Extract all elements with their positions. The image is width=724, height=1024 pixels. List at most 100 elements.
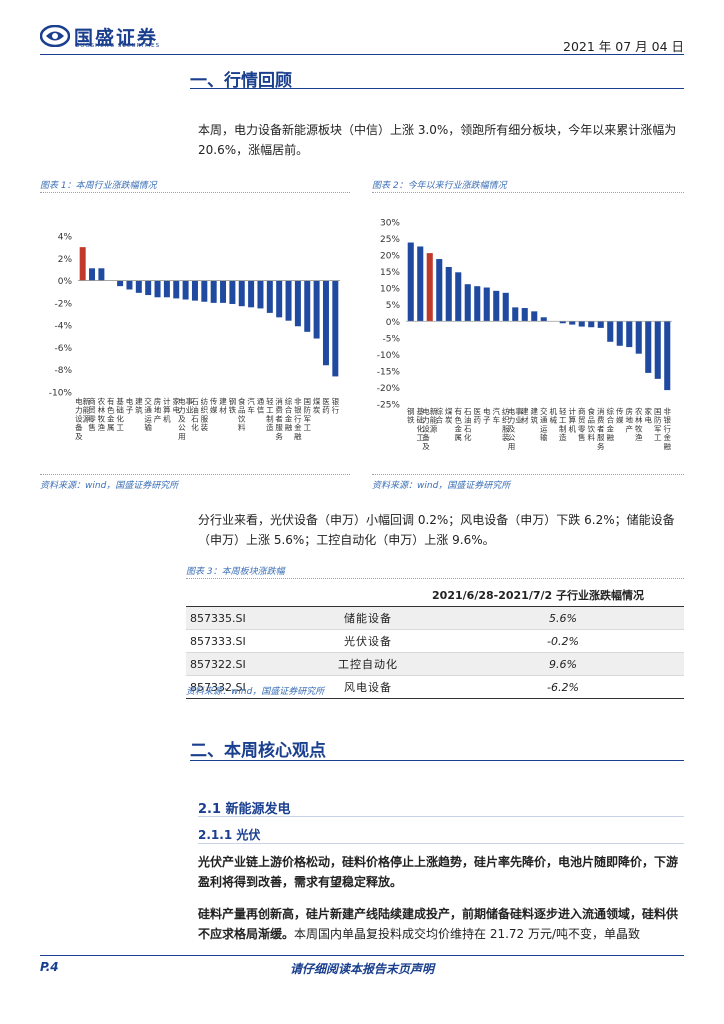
y-tick-label: 25% xyxy=(380,235,400,245)
svg-text:商: 商 xyxy=(88,396,96,406)
bar-房地产 xyxy=(626,321,633,348)
svg-text:有: 有 xyxy=(107,396,115,406)
svg-text:工: 工 xyxy=(116,423,124,432)
category-label: 计算机 xyxy=(569,406,577,433)
bar-石油石化 xyxy=(464,284,471,322)
footer-notice: 请仔细阅读本报告末页声明 xyxy=(289,962,434,976)
svg-text:防: 防 xyxy=(304,405,312,415)
svg-text:轻: 轻 xyxy=(266,396,274,406)
category-label: 建材 xyxy=(219,396,227,415)
svg-text:钢: 钢 xyxy=(229,396,237,406)
category-label: 汽车 xyxy=(247,396,255,415)
svg-text:军: 军 xyxy=(654,424,662,433)
svg-text:础: 础 xyxy=(116,405,124,415)
svg-text:工: 工 xyxy=(559,416,567,425)
category-label: 房地产 xyxy=(626,406,634,433)
svg-text:电: 电 xyxy=(508,406,516,416)
y-tick-label: -25% xyxy=(377,401,401,411)
svg-text:服: 服 xyxy=(201,414,209,423)
y-tick-label: 20% xyxy=(380,252,400,262)
category-label: 建筑 xyxy=(531,406,539,425)
heading-new-energy: 2.1 新能源发电 xyxy=(198,802,291,817)
y-tick-label: -6% xyxy=(54,344,72,354)
svg-text:国: 国 xyxy=(304,397,312,406)
svg-text:石: 石 xyxy=(191,414,199,423)
chart2-ytd-industry-change: 30% 25% 20% 15% 10% 5% 0% -5% -10% -15% -20% -25% 钢铁… xyxy=(377,219,672,451)
svg-text:金: 金 xyxy=(607,423,615,433)
svg-text:设: 设 xyxy=(422,423,430,433)
section-title-market-review: 一、行情回顾 xyxy=(190,71,292,91)
svg-text:铁: 铁 xyxy=(407,415,415,425)
sub-industry-table: 2021/6/28-2021/7/2 子行业涨跌幅情况 857335.SI 储能… xyxy=(186,582,684,699)
svg-text:钢: 钢 xyxy=(407,406,415,416)
svg-text:零: 零 xyxy=(88,414,96,423)
svg-text:轻: 轻 xyxy=(559,406,567,416)
svg-text:铁: 铁 xyxy=(229,405,237,415)
y-tick-label: -4% xyxy=(54,322,72,332)
svg-text:电: 电 xyxy=(126,396,134,406)
svg-text:金: 金 xyxy=(294,422,302,432)
pv-paragraph-2-rest: 本周国内单晶复投料成交均价维持在 21.72 万元/吨不变，单晶致 xyxy=(294,927,641,941)
svg-text:家: 家 xyxy=(173,396,181,406)
bar-计算机 xyxy=(163,280,170,298)
section-title-underline xyxy=(190,88,684,89)
svg-text:食: 食 xyxy=(588,406,596,416)
bar-煤炭 xyxy=(445,267,452,322)
footer-rule xyxy=(40,955,684,956)
svg-text:色: 色 xyxy=(107,405,115,415)
svg-text:料: 料 xyxy=(588,432,596,442)
svg-text:筑: 筑 xyxy=(135,405,143,415)
bar-传媒 xyxy=(616,321,623,346)
svg-text:料: 料 xyxy=(238,422,246,432)
svg-text:属: 属 xyxy=(455,433,463,442)
svg-text:化: 化 xyxy=(116,413,124,423)
svg-text:品: 品 xyxy=(238,406,246,415)
category-label: 医药 xyxy=(474,407,482,425)
svg-text:商: 商 xyxy=(578,406,586,416)
table-cell-code: 857332.SI xyxy=(186,675,294,699)
y-tick-label: 10% xyxy=(380,285,400,295)
bar-钢铁 xyxy=(407,242,414,322)
svg-text:电: 电 xyxy=(173,405,181,415)
svg-text:家: 家 xyxy=(645,406,653,416)
category-label: 机械 xyxy=(550,406,558,425)
svg-text:及: 及 xyxy=(178,414,186,423)
svg-text:银: 银 xyxy=(664,416,672,425)
bar-综合金融 xyxy=(285,280,292,321)
bar-家电 xyxy=(173,280,180,299)
svg-text:能: 能 xyxy=(430,415,438,425)
y-tick-label: -2% xyxy=(54,299,72,309)
svg-text:消: 消 xyxy=(597,406,605,416)
svg-text:子: 子 xyxy=(483,416,491,425)
bar-综合 xyxy=(436,259,443,322)
y-tick-label: 30% xyxy=(380,219,400,229)
svg-text:设: 设 xyxy=(75,413,83,423)
bar-电子 xyxy=(126,280,133,290)
bar-电力及公用事业 xyxy=(182,280,189,300)
chart1-source-rule xyxy=(40,474,350,475)
bar-钢铁 xyxy=(229,280,236,304)
category-label: 医药 xyxy=(322,397,330,415)
category-label: 电子 xyxy=(126,396,134,415)
svg-text:新: 新 xyxy=(83,396,91,406)
svg-text:炭: 炭 xyxy=(445,416,453,425)
section-title-underline xyxy=(190,760,684,761)
bar-传媒 xyxy=(210,280,217,303)
bar-食品饮料 xyxy=(588,321,595,328)
svg-text:银: 银 xyxy=(332,397,340,406)
svg-text:地: 地 xyxy=(626,415,634,425)
svg-text:融: 融 xyxy=(294,431,302,441)
svg-text:础: 础 xyxy=(417,415,425,425)
table-cell-code: 857322.SI xyxy=(186,652,294,676)
section-title-core-views: 二、本周核心观点 xyxy=(190,741,326,761)
svg-text:材: 材 xyxy=(521,415,529,425)
table-cell-name: 工控自动化 xyxy=(294,652,442,676)
svg-text:化: 化 xyxy=(191,422,199,432)
